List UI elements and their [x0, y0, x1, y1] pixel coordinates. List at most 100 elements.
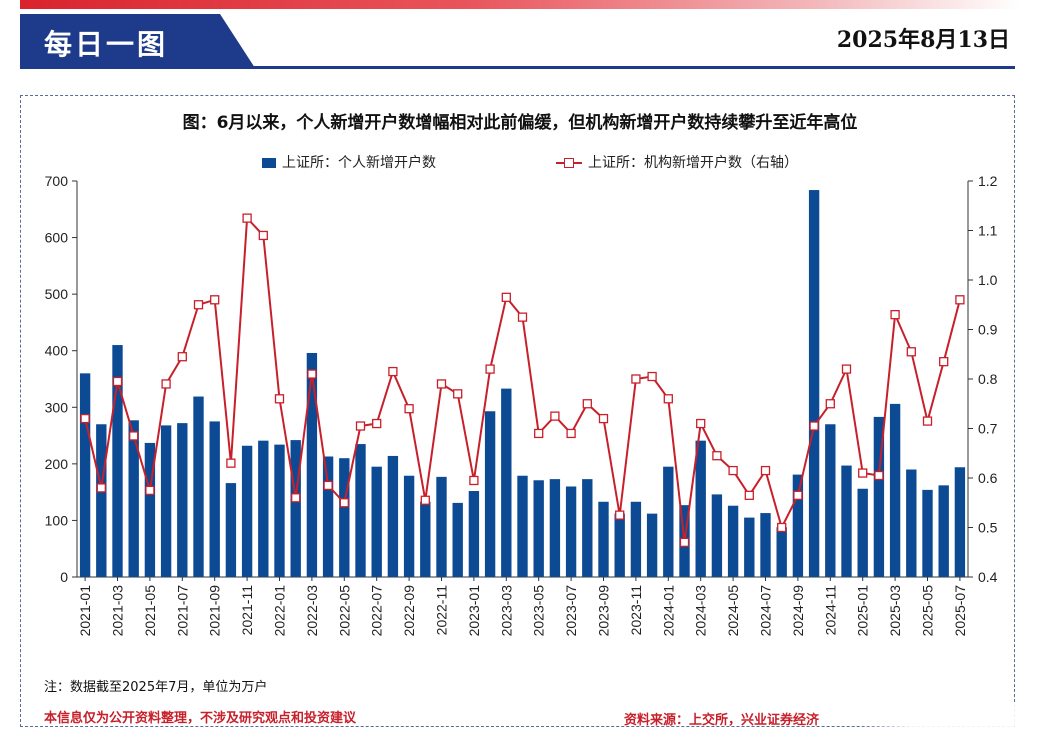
line-marker-institution [728, 465, 738, 476]
bar-personal [646, 513, 658, 577]
line-marker-institution [436, 379, 447, 389]
line-marker-institution [372, 418, 382, 429]
x-tick-label: 2025-01 [855, 585, 871, 637]
line-marker-institution [517, 312, 528, 322]
line-marker-institution [663, 394, 673, 404]
line-marker-institution [404, 404, 414, 414]
legend-label-institution: 上证所：机构新增开户数（右轴） [588, 155, 798, 171]
bar-personal [355, 444, 366, 577]
x-tick-label: 2022-05 [336, 585, 352, 637]
x-tick-label: 2023-01 [466, 585, 482, 637]
watermark-overlay [858, 703, 1030, 729]
x-tick-label: 2024-09 [790, 585, 806, 637]
line-marker-institution [825, 399, 835, 409]
line-marker-institution [96, 483, 106, 493]
x-tick-label: 2022-11 [434, 585, 450, 636]
x-tick-label: 2024-01 [660, 585, 676, 637]
line-marker-institution [453, 389, 463, 399]
bar-personal [241, 445, 253, 577]
line-marker-institution [598, 413, 609, 424]
line-marker-institution [193, 300, 204, 310]
line-marker-institution [793, 490, 803, 500]
line-marker-institution [760, 465, 771, 476]
line-marker-institution [939, 357, 949, 367]
right-tick-label: 0.8 [978, 371, 998, 387]
bar-personal [663, 466, 674, 577]
bar-personal [549, 479, 561, 577]
chart-frame [20, 95, 1015, 727]
x-tick-label: 2025-05 [920, 585, 936, 637]
bar-personal [792, 474, 804, 577]
bar-personal [225, 483, 237, 577]
right-tick-label: 1.1 [978, 223, 998, 239]
bar-personal [160, 425, 172, 577]
line-marker-institution [679, 537, 690, 547]
bar-personal [857, 488, 868, 577]
bar-personal [954, 467, 966, 577]
line-marker-institution [922, 416, 933, 426]
line-marker-institution [874, 470, 884, 481]
x-tick-label: 2023-11 [628, 585, 644, 636]
bar-personal [533, 480, 544, 577]
bar-personal [630, 501, 642, 577]
bar-personal [889, 403, 901, 577]
bar-personal [420, 501, 431, 577]
x-tick-label: 2023-09 [596, 585, 612, 637]
line-marker-institution [307, 369, 317, 379]
right-tick-label: 1.0 [978, 272, 998, 288]
title-tab-shape [20, 14, 255, 68]
line-marker-institution [469, 475, 479, 486]
legend-item-institution: 上证所：机构新增开户数（右轴） [556, 152, 798, 172]
bar-personal [290, 440, 301, 577]
left-tick-label: 600 [45, 230, 69, 246]
bar-personal [322, 456, 334, 577]
legend-label-personal: 上证所：个人新增开户数 [282, 155, 436, 171]
line-marker-institution [809, 421, 819, 431]
line-marker-institution [647, 371, 657, 382]
top-accent-bar [20, 0, 1020, 9]
right-tick-label: 0.5 [978, 520, 998, 536]
bar-personal [598, 501, 609, 577]
right-tick-label: 0.4 [978, 569, 998, 585]
x-tick-label: 2022-07 [369, 585, 385, 637]
bar-personal [468, 491, 480, 577]
bar-personal [825, 424, 836, 577]
x-tick-label: 2024-03 [693, 585, 709, 637]
line-marker-institution [145, 485, 155, 496]
left-tick-label: 700 [45, 173, 69, 189]
bar-personal [517, 475, 528, 577]
left-tick-label: 100 [45, 512, 69, 528]
line-marker-institution [890, 309, 900, 320]
line-marker-institution [550, 411, 560, 421]
bar-personal [484, 411, 496, 577]
bar-personal [371, 466, 382, 577]
line-marker-institution [112, 376, 123, 387]
bar-personal [744, 517, 755, 577]
bar-personal [258, 440, 269, 577]
line-marker-institution [355, 421, 366, 431]
bar-personal [614, 513, 625, 577]
bar-personal [938, 485, 949, 577]
data-note: 注：数据截至2025年7月，单位为万户 [44, 680, 268, 695]
left-tick-label: 300 [45, 399, 69, 415]
source-text: 资料来源：上交所，兴业证券经济 [624, 713, 820, 728]
bar-personal [922, 489, 933, 577]
line-marker-institution [906, 347, 916, 357]
left-tick-label: 200 [45, 456, 69, 472]
bar-personal [177, 423, 188, 577]
disclaimer-text: 本信息仅为公开资料整理，不涉及研究观点和投资建议 [44, 711, 357, 726]
x-tick-label: 2023-07 [563, 585, 579, 637]
line-marker-institution [339, 498, 349, 508]
bar-personal [209, 421, 220, 577]
x-tick-label: 2025-03 [887, 585, 903, 637]
bar-personal [112, 345, 123, 577]
bar-personal [727, 505, 739, 577]
line-marker-institution [161, 379, 171, 389]
header-underline [20, 66, 1015, 69]
bar-personal [873, 416, 885, 577]
title-tab: 每日一图 [20, 14, 255, 68]
x-tick-label: 2022-03 [304, 585, 320, 637]
bar-personal [128, 420, 139, 577]
legend-item-personal: 上证所：个人新增开户数 [262, 152, 436, 172]
